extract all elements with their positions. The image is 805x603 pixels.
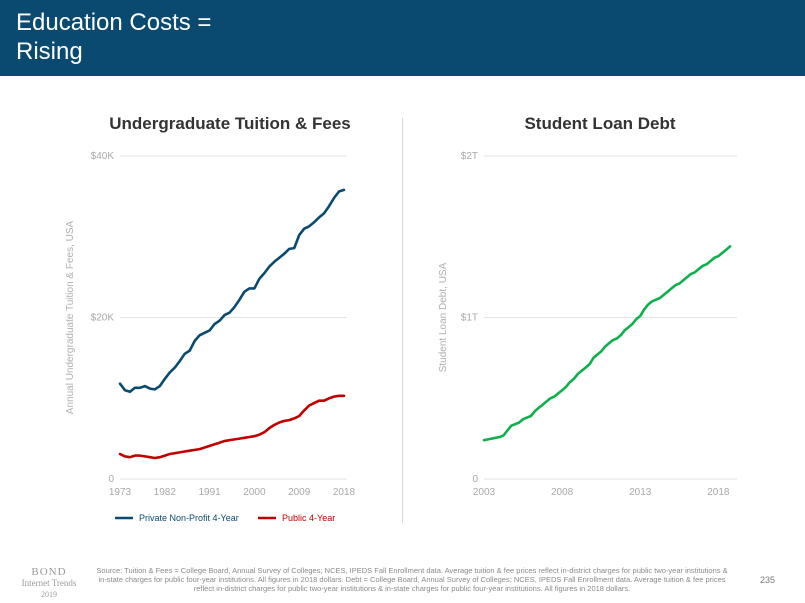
chart-title-debt: Student Loan Debt [524,114,676,133]
header-banner: Education Costs = Rising [0,0,805,76]
x-tick-label: 2009 [288,487,311,498]
page-number: 235 [760,575,776,585]
y-tick-label: 0 [108,474,114,485]
chart-divider [402,118,403,523]
x-tick-label: 2018 [707,487,730,498]
x-tick-label: 2018 [333,487,356,498]
x-tick-label: 2008 [551,487,574,498]
y-tick-label: $20K [91,313,115,324]
y-tick-label: 0 [472,474,478,485]
x-tick-label: 2013 [629,487,652,498]
series-line-1 [482,245,732,442]
legend-label: Private Non-Profit 4-Year [139,513,239,523]
x-tick-label: 2000 [243,487,266,498]
chart-title-tuition: Undergraduate Tuition & Fees [109,114,351,133]
x-tick-label: 1982 [154,487,177,498]
x-tick-label: 2003 [473,487,496,498]
page-title: Education Costs = Rising [16,9,212,65]
logo-line-1: BOND [31,566,67,578]
y-tick-label: $2T [461,151,478,162]
y-axis-label: Annual Undergraduate Tuition & Fees, USA [65,220,76,414]
x-tick-label: 1973 [109,487,132,498]
series-line-1 [118,188,346,394]
series-line-2 [118,394,346,460]
legend-label: Public 4-Year [282,513,335,523]
logo-line-2: Internet Trends [21,578,77,588]
y-axis-label: Student Loan Debt, USA [438,262,449,372]
bond-logo: BOND Internet Trends 2019 [18,567,80,600]
x-tick-label: 1991 [198,487,221,498]
logo-line-3: 2019 [41,590,57,599]
y-tick-label: $40K [91,151,115,162]
source-note: Source: Tuition & Fees = College Board, … [96,566,728,593]
y-tick-label: $1T [461,313,478,324]
